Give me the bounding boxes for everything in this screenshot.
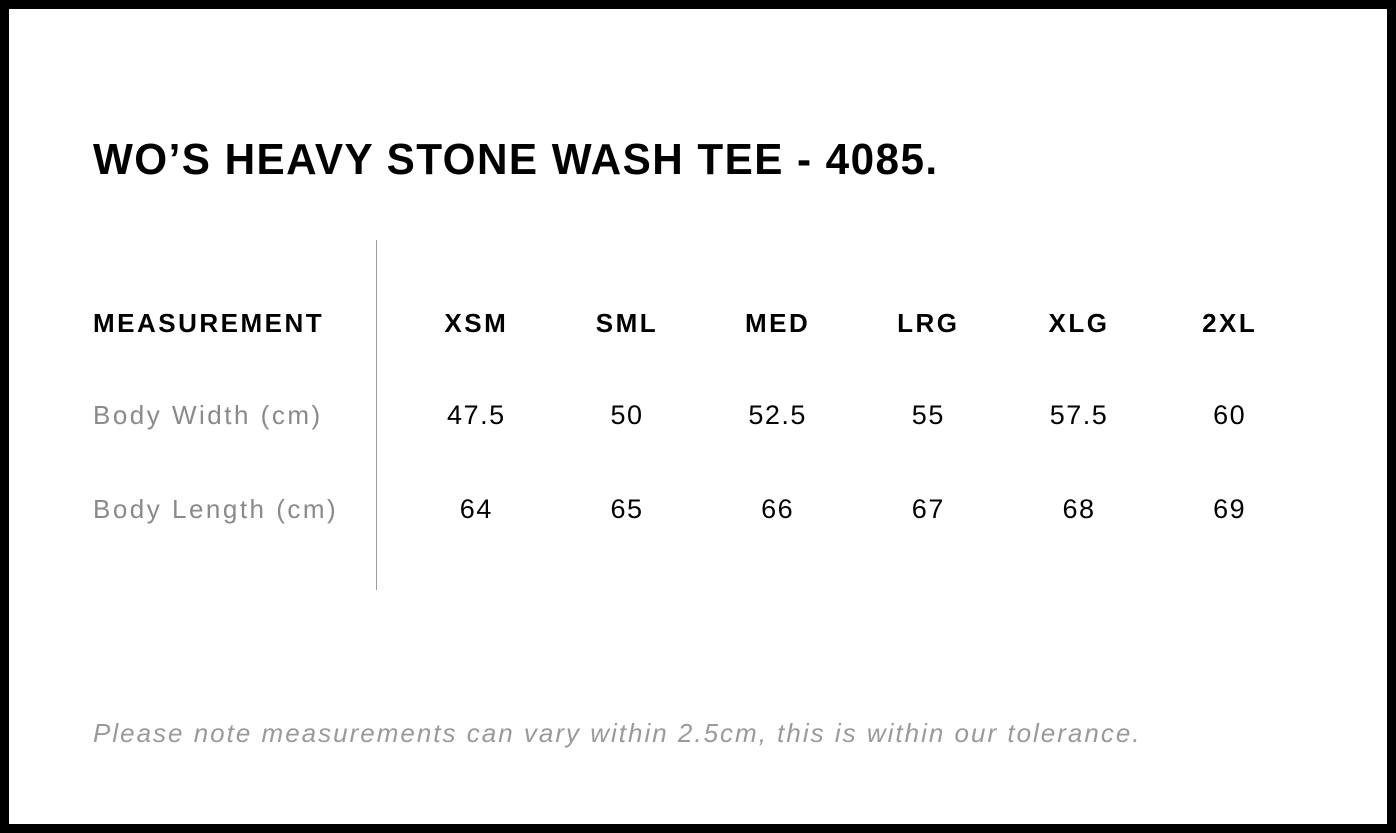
measurement-label: Body Width (cm)	[93, 399, 323, 430]
size-value: 52.5	[748, 399, 807, 430]
size-value: 66	[761, 493, 795, 524]
column-header-lrg: LRG	[897, 307, 960, 338]
size-value: 68	[1062, 493, 1096, 524]
tolerance-note: Please note measurements can vary within…	[93, 718, 1142, 748]
size-value: 64	[459, 493, 493, 524]
size-value: 57.5	[1049, 399, 1109, 430]
size-value: 65	[610, 493, 644, 524]
size-value: 55	[911, 399, 945, 430]
column-header-sml: SML	[595, 307, 659, 338]
vertical-divider-line	[376, 240, 377, 590]
table-header-row: MEASUREMENT XSM SML MED LRG XLG 2XL	[93, 303, 1305, 343]
measurement-label: Body Length (cm)	[93, 493, 339, 524]
size-value: 47.5	[447, 399, 506, 430]
table-row-body-length: Body Length (cm) 64 65 66 67 68 69	[93, 489, 1305, 529]
column-header-xsm: XSM	[444, 307, 509, 338]
size-value: 50	[610, 399, 644, 430]
size-value: 60	[1213, 399, 1247, 430]
size-value: 69	[1213, 493, 1247, 524]
column-header-xlg: XLG	[1048, 307, 1110, 338]
table-row-body-width: Body Width (cm) 47.5 50 52.5 55 57.5 60	[93, 395, 1305, 435]
size-value: 67	[911, 493, 945, 524]
size-table: MEASUREMENT XSM SML MED LRG XLG 2XL Body…	[93, 240, 1305, 590]
column-header-med: MED	[745, 307, 811, 338]
column-header-measurement: MEASUREMENT	[93, 307, 325, 338]
page-title: WO’S HEAVY STONE WASH TEE - 4085.	[93, 135, 939, 185]
column-header-2xl: 2XL	[1202, 307, 1258, 338]
